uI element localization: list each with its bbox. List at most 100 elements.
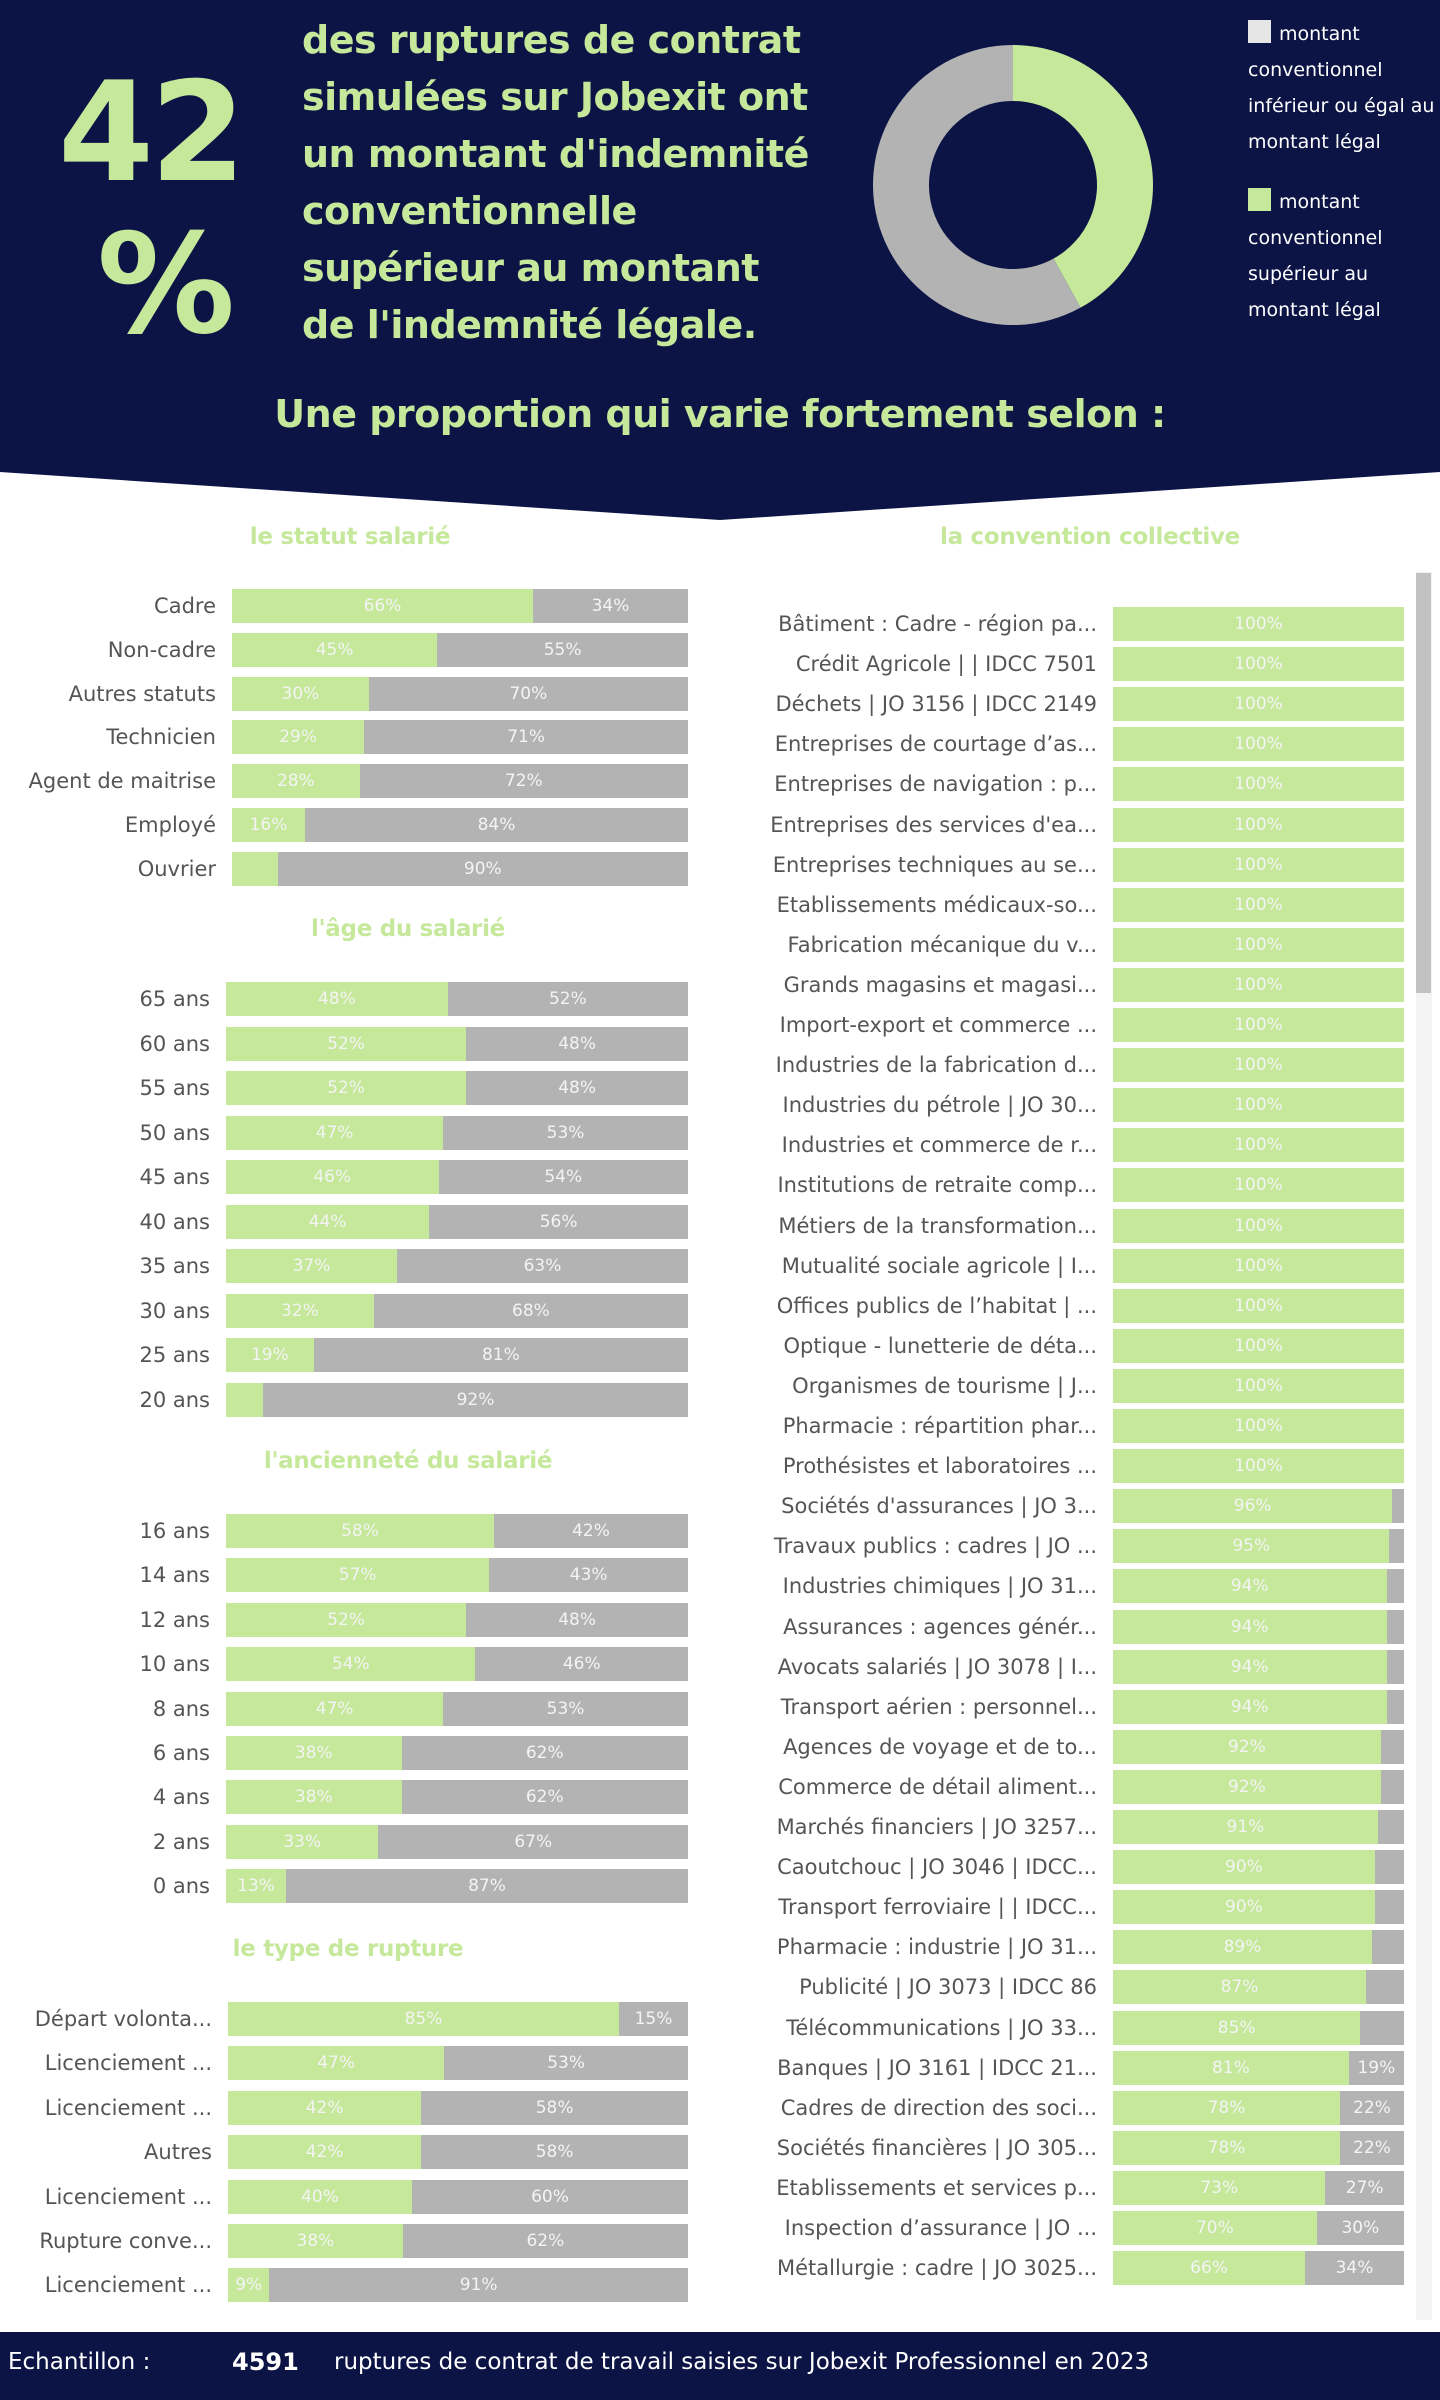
bar-category-label: Caoutchouc | JO 3046 | IDCC... [777, 1855, 1097, 1880]
bar-category-label: 55 ans [139, 1076, 210, 1100]
bar-segment-superieur [232, 632, 438, 667]
bar-value-superieur: 16% [249, 815, 288, 835]
bar-value-superieur: 100% [1234, 1135, 1283, 1156]
bar-value-inferieur: 43% [569, 1565, 608, 1586]
bar-row: Grands magasins et magasi... 100% [784, 967, 1404, 1002]
bar-segment-superieur [1113, 1729, 1381, 1764]
bar-value-superieur: 29% [279, 727, 318, 748]
bar-value-superieur: 85% [1217, 2017, 1256, 2038]
bar-value-superieur: 90% [1225, 1897, 1263, 1918]
bar-segment-superieur [1113, 807, 1404, 842]
bar-row: 35 ans 37% 63% [139, 1249, 688, 1283]
bar-category-label: Entreprises de navigation : p... [774, 772, 1097, 797]
bar-row: Industries chimiques | JO 31... 94% [783, 1569, 1404, 1604]
bar-category-label: 30 ans [139, 1298, 210, 1323]
bar-category-label: Cadres de direction des soci... [780, 2095, 1097, 2120]
bar-category-label: Ouvrier [137, 856, 216, 881]
bar-value-inferieur: 87% [468, 1876, 506, 1897]
bar-value-inferieur: 55% [543, 639, 582, 660]
bar-row: 20 ans 92% [139, 1382, 688, 1417]
bar-segment-superieur [226, 1514, 494, 1548]
bar-row: Employé 16% 84% [125, 808, 688, 842]
bar-category-label: Grands magasins et magasi... [783, 972, 1097, 997]
convention-scrollbar-thumb[interactable] [1416, 573, 1431, 993]
bar-value-superieur: 40% [301, 2186, 339, 2207]
bar-row: Caoutchouc | JO 3046 | IDCC... 90% [777, 1850, 1404, 1885]
bar-category-label: 8 ans [152, 1696, 210, 1721]
bar-value-inferieur: 92% [456, 1389, 495, 1410]
bar-segment-inferieur [232, 851, 688, 886]
bar-value-superieur: 78% [1207, 2097, 1246, 2118]
bar-segment-superieur [1113, 1529, 1390, 1564]
bar-segment-superieur [226, 1691, 444, 1726]
legend-swatch-superieur [1248, 188, 1271, 211]
bar-value-inferieur: 46% [562, 1654, 601, 1675]
bar-value-superieur: 100% [1234, 1175, 1283, 1196]
bar-segment-superieur [226, 982, 448, 1016]
bar-segment-superieur [226, 1249, 397, 1283]
bar-category-label: Rupture conve... [39, 2229, 212, 2253]
bar-category-label: Inspection d’assurance | JO ... [784, 2216, 1097, 2240]
bar-category-label: Bâtiment : Cadre - région pa... [778, 612, 1097, 636]
bar-category-label: Entreprises de courtage d’as... [774, 732, 1097, 757]
bar-row: Bâtiment : Cadre - région pa... 100% [778, 607, 1404, 641]
bar-category-label: 65 ans [139, 987, 210, 1011]
chart-title-anciennete: l'ancienneté du salarié [263, 1448, 553, 1474]
bar-category-label: Institutions de retraite comp... [777, 1173, 1097, 1198]
bar-segment-superieur [1113, 1850, 1375, 1885]
bar-value-superieur: 28% [276, 771, 315, 792]
legend-swatch-inferieur [1248, 20, 1271, 43]
bar-value-superieur: 81% [1211, 2057, 1250, 2078]
bar-value-superieur: 52% [327, 1609, 366, 1630]
bar-value-inferieur: 56% [539, 1211, 578, 1232]
bar-value-inferieur: 67% [514, 1831, 553, 1852]
bar-value-superieur: 19% [250, 1345, 289, 1365]
bar-value-superieur: 30% [281, 683, 320, 704]
bar-segment-inferieur [232, 808, 688, 842]
bar-value-superieur: 66% [1190, 2258, 1228, 2279]
bar-value-inferieur: 34% [1335, 2258, 1374, 2279]
bar-category-label: Transport ferroviaire | | IDCC... [778, 1895, 1097, 1920]
bar-value-superieur: 87% [1220, 1977, 1259, 1998]
bar-segment-superieur [1113, 2130, 1340, 2165]
bar-category-label: Sociétés d'assurances | JO 3... [781, 1494, 1097, 1519]
headline-percent-sign: % [96, 204, 235, 365]
bar-segment-superieur [1113, 1008, 1404, 1042]
bar-value-superieur: 85% [404, 2009, 443, 2029]
bar-row: Agences de voyage et de to... 92% [783, 1729, 1404, 1764]
bar-value-superieur: 100% [1234, 734, 1283, 755]
bar-segment-superieur [1113, 1128, 1404, 1163]
bar-row: 30 ans 32% 68% [139, 1293, 688, 1328]
bar-category-label: Crédit Agricole | | IDCC 7501 [795, 652, 1097, 677]
bar-segment-superieur [1113, 2010, 1361, 2045]
bar-row: 8 ans 47% 53% [153, 1691, 688, 1726]
donut-legend: montant conventionnel inférieur ou égal … [1248, 16, 1438, 352]
bar-category-label: Industries et commerce de r... [781, 1133, 1097, 1158]
bar-category-label: Publicité | JO 3073 | IDCC 86 [799, 1975, 1097, 2000]
bar-segment-superieur [1113, 1248, 1404, 1283]
bar-segment-superieur [1113, 1649, 1387, 1684]
bar-value-inferieur: 70% [509, 683, 548, 704]
bar-row: Licenciement ... 40% 60% [45, 2179, 688, 2214]
bar-row: Non-cadre 45% 55% [108, 632, 688, 667]
chart-title-convention: la convention collective [940, 524, 1240, 550]
bar-category-label: Licenciement ... [44, 2273, 212, 2298]
bar-segment-superieur [1113, 1489, 1393, 1524]
bar-value-superieur: 38% [296, 2231, 335, 2251]
bar-value-inferieur: 71% [507, 727, 545, 748]
bar-category-label: 14 ans [139, 1563, 210, 1588]
bar-value-superieur: 100% [1234, 1335, 1283, 1356]
bar-row: Métiers de la transformation... 100% [778, 1208, 1404, 1243]
bar-value-inferieur: 81% [481, 1345, 520, 1365]
bar-segment-inferieur [226, 1869, 688, 1904]
bar-category-label: Agent de maitrise [28, 769, 216, 794]
legend-label-superieur: montant conventionnel supérieur au monta… [1248, 191, 1383, 321]
bar-value-superieur: 100% [1234, 1295, 1283, 1316]
bar-category-label: Industries du pétrole | JO 30... [782, 1093, 1097, 1118]
bar-value-superieur: 47% [315, 1698, 354, 1719]
bar-row: Inspection d’assurance | JO ... 70% 30% [785, 2211, 1404, 2245]
bar-value-superieur: 42% [305, 2097, 344, 2118]
convention-scrollbar-track[interactable] [1416, 572, 1432, 2320]
bar-row: Autres 42% 58% [144, 2135, 688, 2170]
bar-value-superieur: 46% [313, 1167, 352, 1187]
